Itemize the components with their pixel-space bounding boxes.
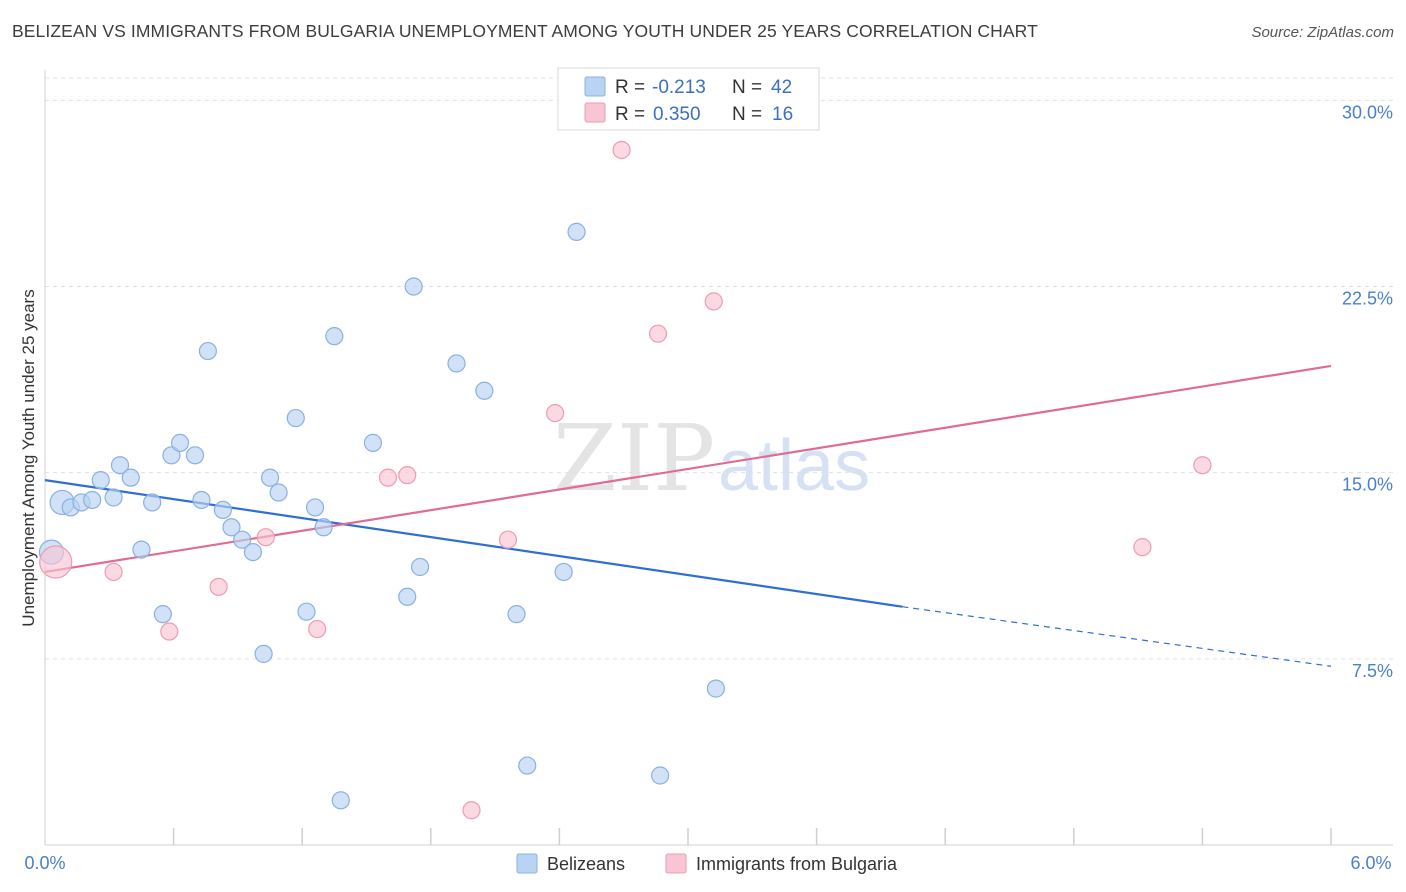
bulgaria-point xyxy=(1193,456,1212,475)
bulgaria-point xyxy=(546,403,565,423)
legend-r-value-1: -0.213 xyxy=(652,77,706,98)
chart-title: BELIZEAN VS IMMIGRANTS FROM BULGARIA UNE… xyxy=(12,21,1038,41)
legend-n-value-2: 16 xyxy=(772,104,793,125)
belizeans-point xyxy=(132,540,151,559)
belizeans-trend-line xyxy=(44,479,903,608)
bulgaria-point xyxy=(39,545,73,579)
y-tick-label: 22.5% xyxy=(1342,289,1393,309)
bulgaria-points xyxy=(39,140,1212,820)
y-axis-tick-labels: 7.5% 15.0% 22.5% 30.0% xyxy=(1342,102,1393,680)
legend-r-label-1: R = xyxy=(615,77,645,98)
belizeans-point xyxy=(222,518,241,537)
belizeans-point xyxy=(213,500,232,520)
bottom-legend-bulgaria: Immigrants from Bulgaria xyxy=(696,854,898,874)
belizeans-point xyxy=(198,341,217,361)
belizeans-point xyxy=(243,543,263,562)
bulgaria-point xyxy=(104,562,123,582)
belizeans-point xyxy=(143,493,162,512)
bulgaria-point xyxy=(648,324,668,343)
belizeans-point xyxy=(363,433,383,452)
watermark-zip: ZIP xyxy=(553,405,715,512)
watermark-atlas: atlas xyxy=(718,426,870,506)
belizeans-point xyxy=(706,679,725,698)
belizeans-point xyxy=(554,562,573,582)
bulgaria-point xyxy=(462,801,481,820)
belizeans-point xyxy=(260,468,280,487)
bulgaria-point xyxy=(160,622,179,641)
gridlines xyxy=(45,77,1393,660)
belizeans-point xyxy=(447,354,466,373)
belizeans-point xyxy=(305,498,325,517)
bulgaria-point xyxy=(704,292,723,311)
y-tick-label: 7.5% xyxy=(1352,661,1393,681)
belizeans-point xyxy=(121,468,140,487)
belizeans-point xyxy=(170,433,190,452)
bulgaria-point xyxy=(308,619,327,639)
series-legend: Belizeans Immigrants from Bulgaria xyxy=(516,853,898,874)
belizeans-point xyxy=(410,557,430,577)
bottom-legend-swatch-belizeans xyxy=(516,853,538,874)
x-axis-ticks xyxy=(172,828,1332,845)
belizeans-points xyxy=(38,222,725,810)
bottom-legend-swatch-bulgaria xyxy=(665,853,687,874)
watermark: ZIP atlas xyxy=(553,405,870,512)
belizeans-point xyxy=(404,277,423,296)
bulgaria-point xyxy=(612,140,631,160)
x-tick-label-max: 6.0% xyxy=(1350,853,1391,873)
belizeans-point xyxy=(104,488,123,507)
belizeans-point xyxy=(233,530,252,549)
y-axis-label: Unemployment Among Youth under 25 years xyxy=(19,289,38,626)
belizeans-point xyxy=(153,605,172,624)
bulgaria-point xyxy=(209,577,228,596)
legend-r-value-2: 0.350 xyxy=(653,104,701,125)
belizeans-point xyxy=(286,408,305,428)
y-tick-label: 30.0% xyxy=(1342,102,1393,122)
belizeans-point xyxy=(185,446,205,465)
belizeans-point xyxy=(507,605,526,624)
belizeans-point xyxy=(331,791,350,810)
bulgaria-point xyxy=(256,528,275,547)
belizeans-point xyxy=(567,222,586,241)
x-tick-label-min: 0.0% xyxy=(24,853,65,873)
legend-r-label-2: R = xyxy=(615,104,645,125)
belizeans-point xyxy=(651,766,670,785)
belizeans-point xyxy=(314,518,333,537)
belizeans-point xyxy=(91,471,110,490)
belizeans-point xyxy=(269,483,288,502)
legend-n-label-1: N = xyxy=(732,77,762,98)
belizeans-point xyxy=(83,490,102,510)
belizeans-point xyxy=(192,490,211,510)
belizeans-point xyxy=(475,381,494,400)
bottom-legend-belizeans: Belizeans xyxy=(547,854,625,874)
source-credit: Source: ZipAtlas.com xyxy=(1251,24,1394,41)
belizeans-point xyxy=(254,644,273,663)
bulgaria-point xyxy=(498,530,518,549)
belizeans-point xyxy=(162,446,181,465)
belizeans-point xyxy=(518,756,537,775)
legend-swatch-belizeans xyxy=(584,76,606,97)
belizeans-point xyxy=(110,456,130,475)
belizeans-point xyxy=(398,587,417,606)
bulgaria-point xyxy=(398,466,417,485)
belizeans-point xyxy=(297,602,316,621)
bulgaria-point xyxy=(1133,538,1152,557)
legend-n-value-1: 42 xyxy=(771,77,792,98)
y-tick-label: 15.0% xyxy=(1342,475,1393,495)
bulgaria-point xyxy=(378,468,398,487)
correlation-legend: R = -0.213 N = 42 R = 0.350 N = 16 xyxy=(557,67,820,131)
legend-n-label-2: N = xyxy=(732,104,762,125)
belizeans-trend-extension xyxy=(902,606,1332,667)
belizeans-point xyxy=(325,327,344,346)
legend-swatch-bulgaria xyxy=(584,102,606,123)
